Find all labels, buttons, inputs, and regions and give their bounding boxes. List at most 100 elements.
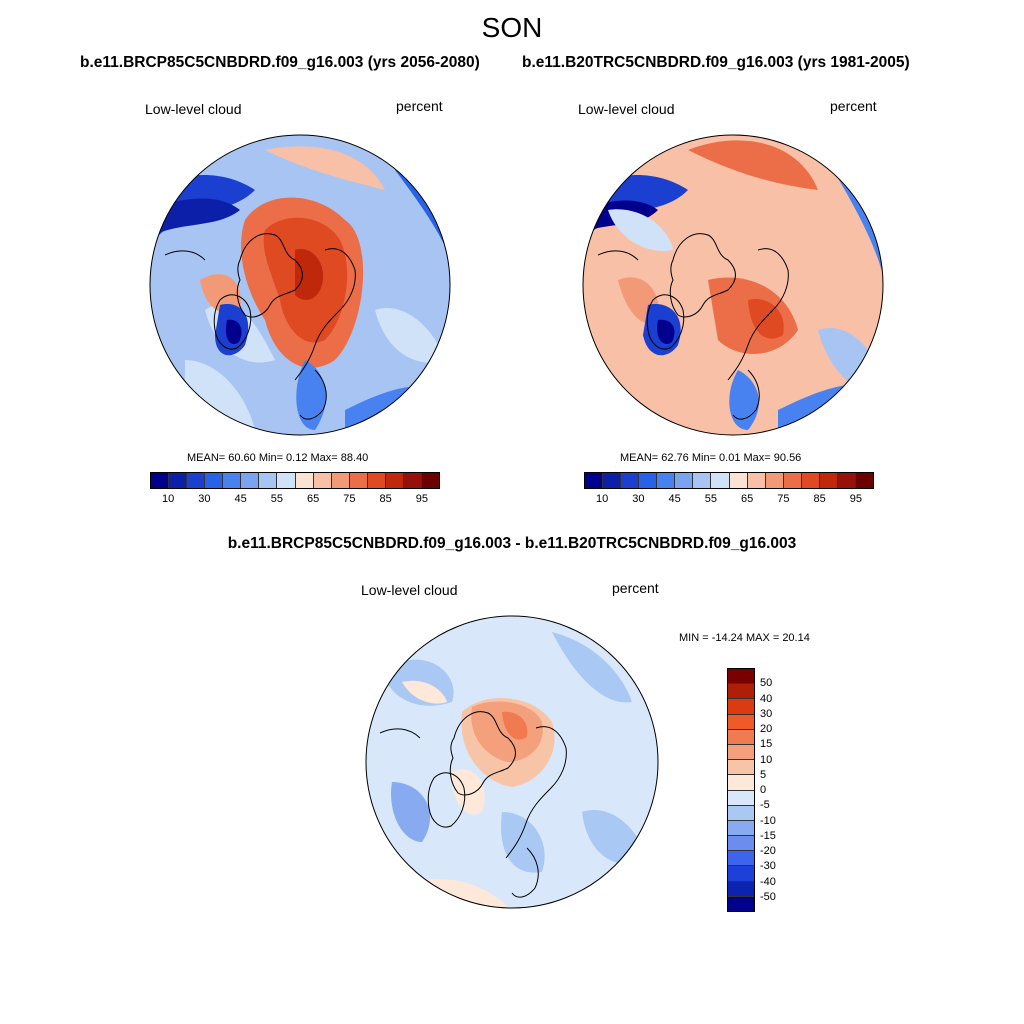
panel3-colorbar-tick-label: 0 — [760, 784, 767, 796]
panel1-colorbar-swatch — [223, 473, 242, 488]
panel3-colorbar-swatch — [728, 866, 754, 882]
panel3-map — [365, 615, 659, 909]
panel3-colorbar-tick-label: -40 — [760, 875, 776, 888]
panel3-colorbar-swatch — [728, 805, 754, 821]
panel1-colorbar-tick-label: 85 — [379, 493, 392, 505]
panel1-colorbar-swatch — [187, 473, 206, 488]
panel1-colorbar-swatch — [331, 473, 350, 488]
panel3-colorbar-swatch — [728, 744, 754, 761]
diff-title: b.e11.BRCP85C5CNBDRD.f09_g16.003 - b.e11… — [227, 535, 797, 552]
panel3-colorbar-tick-label: 20 — [760, 723, 773, 735]
panel1-colorbar-swatch — [169, 473, 188, 488]
panel2-colorbar-swatch — [837, 473, 856, 488]
panel2-colorbar-tick-label: 10 — [596, 493, 609, 505]
panel3-colorbar-swatch — [728, 836, 754, 852]
panel1-colorbar-swatch — [403, 473, 422, 488]
panel3-colorbar-tick-label: -30 — [760, 860, 776, 873]
panel3-colorbar-tick-label: 40 — [760, 692, 773, 705]
case2-title: b.e11.B20TRC5CNBDRD.f09_g16.003 (yrs 198… — [522, 54, 910, 71]
panel2-colorbar-tick-label: 95 — [849, 493, 862, 505]
panel3-colorbar-swatch — [728, 684, 754, 700]
panel1-colorbar-swatch — [313, 473, 332, 488]
panel3-coastlines — [379, 711, 567, 898]
panel2-colorbar-swatch — [729, 473, 748, 488]
panel2-coastlines — [597, 233, 789, 420]
panel1-coastlines — [164, 233, 356, 420]
panel2-colorbar-swatch — [855, 473, 873, 488]
panel1-variable-label: Low-level cloud — [145, 101, 242, 117]
panel2-map — [582, 134, 884, 436]
panel2-colorbar-swatch — [801, 473, 820, 488]
panel1-colorbar-tick-label: 65 — [307, 493, 320, 505]
panel3-stats: MIN = -14.24 MAX = 20.14 — [679, 632, 810, 644]
panel2-colorbar-tick-label: 45 — [668, 493, 681, 505]
panel2-colorbar — [584, 472, 874, 489]
panel2-colorbar-tick-label: 75 — [777, 493, 790, 505]
panel1-colorbar-tick-label: 45 — [234, 493, 247, 505]
panel1-field — [150, 135, 450, 435]
panel1-stats: MEAN= 60.60 Min= 0.12 Max= 88.40 — [187, 452, 369, 464]
panel1-colorbar-swatch — [349, 473, 368, 488]
panel3-colorbar-swatch — [728, 729, 754, 745]
panel3-colorbar-swatch — [728, 851, 754, 867]
panel2-colorbar-swatch — [585, 473, 604, 488]
panel3-colorbar-tick-label: 50 — [760, 677, 773, 690]
panel2-variable-label: Low-level cloud — [578, 101, 675, 117]
panel3-colorbar-tick-label: -15 — [760, 829, 776, 842]
panel3-colorbar-tick-label: -5 — [760, 799, 770, 812]
panel2-map-border — [582, 134, 884, 436]
panel3-colorbar-swatch — [728, 881, 754, 897]
panel3-colorbar-swatch — [728, 820, 754, 837]
panel3-colorbar-swatch — [728, 699, 754, 715]
panel2-colorbar-tick-label: 55 — [704, 493, 717, 505]
panel2-units-label: percent — [830, 98, 877, 114]
panel2-colorbar-tick-label: 65 — [741, 493, 754, 505]
panel2-colorbar-swatch — [747, 473, 766, 488]
panel3-colorbar-tick-label: 5 — [760, 768, 767, 781]
panel1-map-border — [149, 134, 451, 436]
panel1-colorbar-swatch — [205, 473, 224, 488]
panel3-variable-label: Low-level cloud — [361, 582, 458, 598]
panel2-colorbar-swatch — [783, 473, 802, 488]
panel2-colorbar-tick-label: 30 — [632, 493, 645, 505]
panel3-colorbar-swatch — [728, 790, 754, 806]
panel1-colorbar-swatch — [241, 473, 260, 488]
panel3-colorbar-tick-label: -10 — [760, 814, 776, 827]
panel3-colorbar-swatch — [728, 775, 754, 791]
panel3-colorbar-swatch — [728, 760, 754, 776]
panel1-colorbar-tick-label: 30 — [198, 493, 211, 505]
panel3-colorbar-tick-label: 30 — [760, 707, 773, 720]
panel3-colorbar-tick-label: 15 — [760, 738, 773, 751]
panel1-colorbar-swatch — [367, 473, 386, 488]
panel3-colorbar — [727, 668, 755, 912]
case1-title: b.e11.BRCP85C5CNBDRD.f09_g16.003 (yrs 20… — [80, 54, 480, 71]
panel1-colorbar-swatch — [151, 473, 170, 488]
panel1-colorbar — [150, 472, 440, 489]
panel1-colorbar-tick-label: 95 — [415, 493, 428, 505]
panel1-colorbar-tick-label: 75 — [343, 493, 356, 505]
panel1-colorbar-swatch — [385, 473, 404, 488]
panel3-colorbar-tick-label: 10 — [760, 753, 773, 766]
figure-title: SON — [481, 12, 543, 43]
panel2-colorbar-swatch — [693, 473, 712, 488]
panel2-stats: MEAN= 62.76 Min= 0.01 Max= 90.56 — [620, 452, 802, 464]
panel2-field — [583, 135, 883, 435]
panel1-map — [149, 134, 451, 436]
panel1-colorbar-tick-label: 10 — [162, 493, 175, 505]
panel1-colorbar-swatch — [259, 473, 278, 488]
panel2-colorbar-swatch — [675, 473, 694, 488]
panel3-units-label: percent — [612, 580, 659, 596]
panel2-colorbar-swatch — [639, 473, 658, 488]
panel2-colorbar-swatch — [621, 473, 640, 488]
panel3-map-border — [365, 615, 659, 909]
panel3-colorbar-swatch — [728, 714, 754, 730]
panel1-colorbar-swatch — [295, 473, 314, 488]
panel2-colorbar-swatch — [603, 473, 622, 488]
panel1-colorbar-tick-label: 55 — [270, 493, 283, 505]
panel1-units-label: percent — [396, 98, 443, 114]
panel3-colorbar-swatch — [728, 896, 754, 911]
panel2-colorbar-swatch — [819, 473, 838, 488]
panel3-colorbar-tick-label: -50 — [760, 890, 776, 903]
panel2-colorbar-swatch — [657, 473, 676, 488]
panel2-colorbar-swatch — [765, 473, 784, 488]
